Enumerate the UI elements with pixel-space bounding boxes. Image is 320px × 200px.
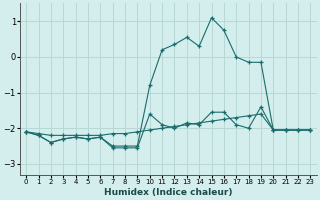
X-axis label: Humidex (Indice chaleur): Humidex (Indice chaleur) xyxy=(104,188,233,197)
